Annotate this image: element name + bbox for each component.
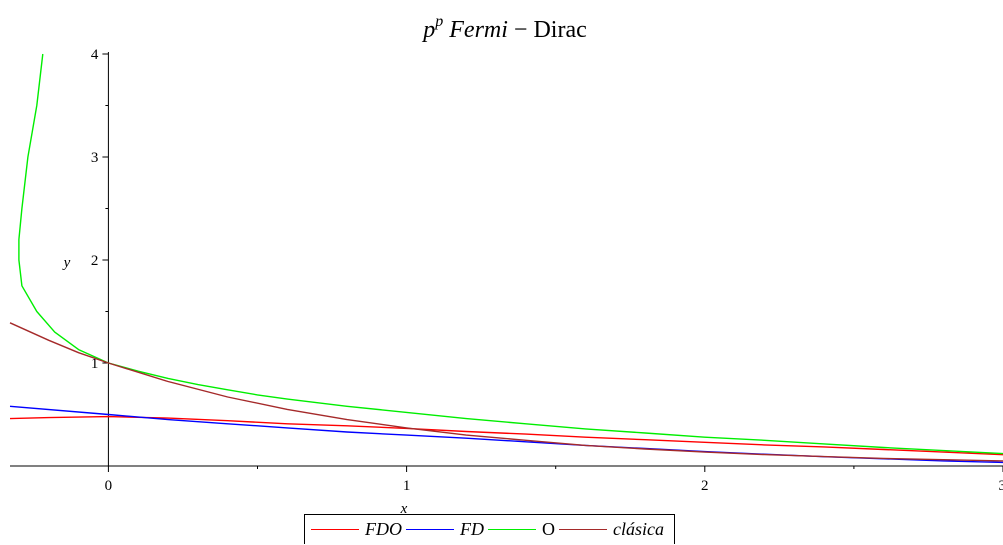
axes: 0 1 2 3 1 2 3 4 (10, 47, 1003, 494)
x-axis-label: x (400, 501, 408, 517)
title-dirac: Dirac (533, 17, 586, 43)
x-tick-label: 1 (403, 478, 411, 494)
series-line (9, 405, 1003, 464)
x-tick-label: 2 (701, 478, 709, 494)
y-tick-label: 1 (91, 356, 99, 372)
x-tick-label: 0 (105, 478, 113, 494)
series-line (9, 415, 1003, 456)
legend-item: O (488, 519, 555, 540)
title-base: p (421, 17, 435, 43)
title-dash: − (514, 17, 528, 43)
title-fermi: Fermi (448, 17, 508, 43)
legend-label: FD (460, 519, 484, 539)
legend-label: clásica (613, 519, 664, 539)
legend-swatch (406, 529, 454, 530)
x-tick-label: 3 (999, 478, 1003, 494)
series-line (9, 322, 1003, 462)
legend-swatch (488, 529, 536, 530)
legend-item: clásica (559, 519, 664, 540)
y-axis-label: y (62, 255, 71, 271)
legend-item: FD (406, 519, 484, 540)
series-line (18, 53, 1003, 455)
series-layer (9, 53, 1003, 464)
legend-swatch (311, 529, 359, 530)
legend-label: O (542, 519, 555, 539)
y-tick-label: 2 (91, 253, 99, 269)
legend-label: FDO (365, 519, 402, 539)
y-tick-label: 4 (91, 47, 99, 63)
chart-title: pp Fermi − Dirac (421, 13, 587, 43)
legend-item: FDO (311, 519, 402, 540)
legend-swatch (559, 529, 607, 530)
y-tick-label: 3 (91, 150, 99, 166)
title-superscript: p (434, 13, 443, 30)
